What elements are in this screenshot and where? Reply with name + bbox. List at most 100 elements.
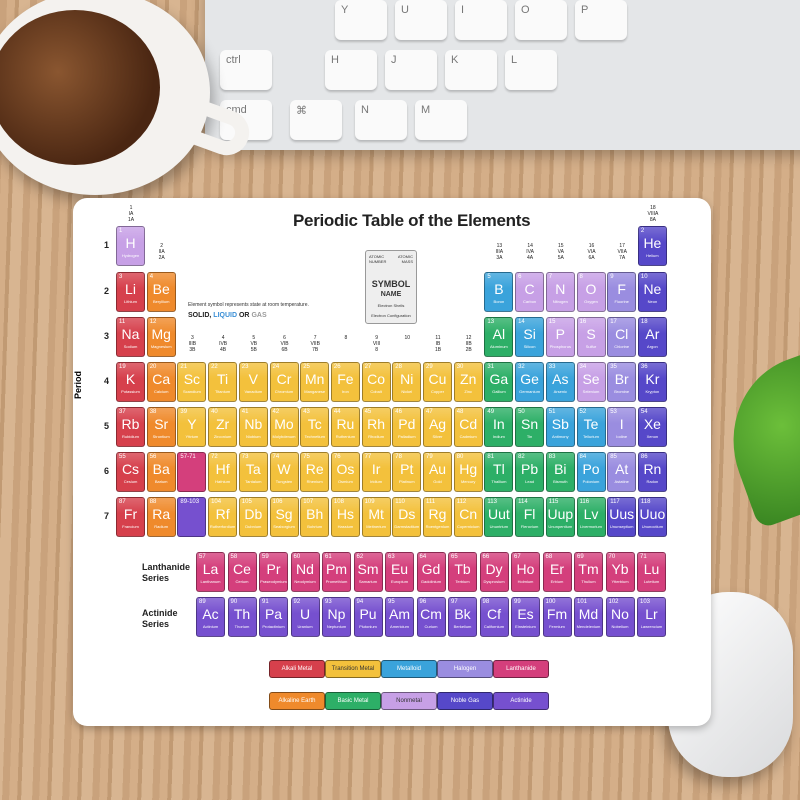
- state-or: OR: [238, 312, 250, 319]
- element-symbol: Cn: [459, 506, 478, 522]
- element-symbol: As: [552, 371, 569, 387]
- coffee-beans: [0, 10, 160, 165]
- element-name: Terbium: [455, 579, 470, 584]
- atomic-number: 112: [456, 499, 467, 505]
- legend-basic: Basic Metal: [325, 692, 381, 710]
- element-name: Technetium: [304, 434, 325, 439]
- element-Cr: 24 Cr Chromium: [269, 362, 299, 402]
- group-label: 5 VB 5B: [250, 335, 258, 353]
- element-Si: 14 Si Silicon: [515, 317, 545, 357]
- group-label: 4 IVB 4B: [219, 335, 228, 353]
- element-symbol: K: [125, 371, 136, 387]
- element-Dy: 66 Dy Dysprosium: [479, 552, 509, 592]
- element-symbol: Dy: [485, 561, 503, 577]
- element-Se: 34 Se Selenium: [576, 362, 606, 402]
- atomic-number: 45: [364, 409, 372, 415]
- element-name: Bismuth: [553, 479, 568, 484]
- element-Fl: 114 Fl Flerovium: [515, 497, 545, 537]
- element-symbol: In: [493, 416, 505, 432]
- element-symbol: Ta: [245, 461, 261, 477]
- element-name: Silver: [432, 434, 443, 439]
- keyboard-key-13: ⌘: [290, 100, 342, 140]
- element-Lr: 103 Lr Lawrencium: [637, 597, 666, 637]
- element-name: Carbon: [523, 299, 537, 304]
- keyboard-key-1: U: [395, 0, 447, 40]
- element-Er: 68 Er Erbium: [542, 552, 572, 592]
- element-symbol: B: [494, 281, 504, 297]
- atomic-number: 96: [419, 599, 427, 605]
- element-symbol: Cr: [276, 371, 292, 387]
- element-Ho: 67 Ho Holmium: [511, 552, 540, 592]
- element-name: Cadmium: [459, 434, 477, 439]
- atomic-number: 54: [640, 409, 648, 415]
- element-Hs: 108 Hs Hassium: [330, 497, 360, 537]
- period-number: 6: [104, 466, 110, 476]
- element-name: Sodium: [123, 344, 138, 349]
- element-Sg: 106 Sg Seaborgium: [269, 497, 299, 537]
- series-placeholder: 89-103: [177, 497, 207, 537]
- element-symbol: Pb: [521, 461, 539, 477]
- element-symbol: Ra: [152, 506, 171, 522]
- element-name: Ytterbium: [611, 579, 629, 584]
- element-name: Thorium: [234, 624, 250, 629]
- element-name: Molybdenum: [272, 434, 296, 439]
- atomic-number: 101: [577, 599, 588, 605]
- keyboard-key-4: P: [575, 0, 627, 40]
- atomic-number: 108: [333, 499, 344, 505]
- element-symbol: He: [643, 235, 662, 251]
- atomic-number: 97: [451, 599, 458, 605]
- atomic-number: 34: [579, 364, 587, 370]
- placeholder-range: 57-71: [180, 454, 196, 460]
- atomic-number: 98: [482, 599, 490, 605]
- element-symbol: Pa: [264, 606, 283, 622]
- element-symbol: Zr: [215, 416, 230, 432]
- group-label: 16 VIA 6A: [587, 243, 596, 261]
- state-legend: SOLID, LIQUID OR GAS: [188, 312, 267, 319]
- atomic-number: 14: [518, 319, 525, 325]
- element-name: Cobalt: [370, 389, 382, 394]
- element-name: Dubnium: [245, 524, 262, 529]
- atomic-number: 77: [364, 454, 372, 460]
- element-symbol: Br: [614, 371, 629, 387]
- atomic-number: 117: [610, 499, 620, 505]
- atomic-number: 25: [303, 364, 310, 370]
- element-Re: 75 Re Rhenium: [300, 452, 330, 492]
- element-symbol: Ac: [202, 606, 219, 622]
- element-Ne: 10 Ne Neon: [637, 272, 667, 312]
- coffee-cup: [0, 0, 210, 195]
- element-name: Germanium: [519, 389, 541, 394]
- element-S: 16 S Sulfur: [576, 317, 606, 357]
- atomic-number: 64: [419, 554, 427, 560]
- element-name: Francium: [122, 524, 139, 529]
- element-symbol: Bh: [306, 506, 324, 522]
- atomic-number: 61: [325, 554, 332, 560]
- atomic-number: 104: [211, 499, 222, 505]
- element-symbol: U: [299, 606, 311, 622]
- element-name: Thallium: [491, 479, 507, 484]
- element-symbol: N: [555, 281, 566, 297]
- keyboard-key-2: I: [455, 0, 507, 40]
- element-Cu: 29 Cu Copper: [423, 362, 452, 402]
- atomic-number: 71: [640, 554, 647, 560]
- element-symbol: Rn: [643, 461, 662, 477]
- element-Tc: 43 Tc Technetium: [300, 407, 330, 447]
- element-U: 92 U Uranium: [290, 597, 320, 637]
- element-Nb: 41 Nb Niobium: [238, 407, 268, 447]
- element-Pu: 94 Pu Plutonium: [353, 597, 383, 637]
- atomic-number: 44: [333, 409, 341, 415]
- element-symbol: Hf: [215, 461, 230, 477]
- element-name: Livermorium: [579, 524, 602, 529]
- state-liquid: LIQUID: [213, 312, 238, 319]
- atomic-number: 99: [514, 599, 521, 605]
- element-Sc: 21 Sc Scandium: [177, 362, 207, 402]
- element-symbol: Fm: [546, 606, 568, 622]
- atomic-number: 39: [180, 409, 188, 415]
- state-solid: SOLID,: [188, 312, 212, 319]
- element-In: 49 In Indium: [484, 407, 514, 447]
- keyboard-key-7: K: [445, 50, 497, 90]
- element-name: Strontium: [152, 434, 170, 439]
- element-name: Palladium: [398, 434, 416, 439]
- element-P: 15 P Phosphorus: [545, 317, 575, 357]
- element-symbol: Ne: [643, 281, 662, 297]
